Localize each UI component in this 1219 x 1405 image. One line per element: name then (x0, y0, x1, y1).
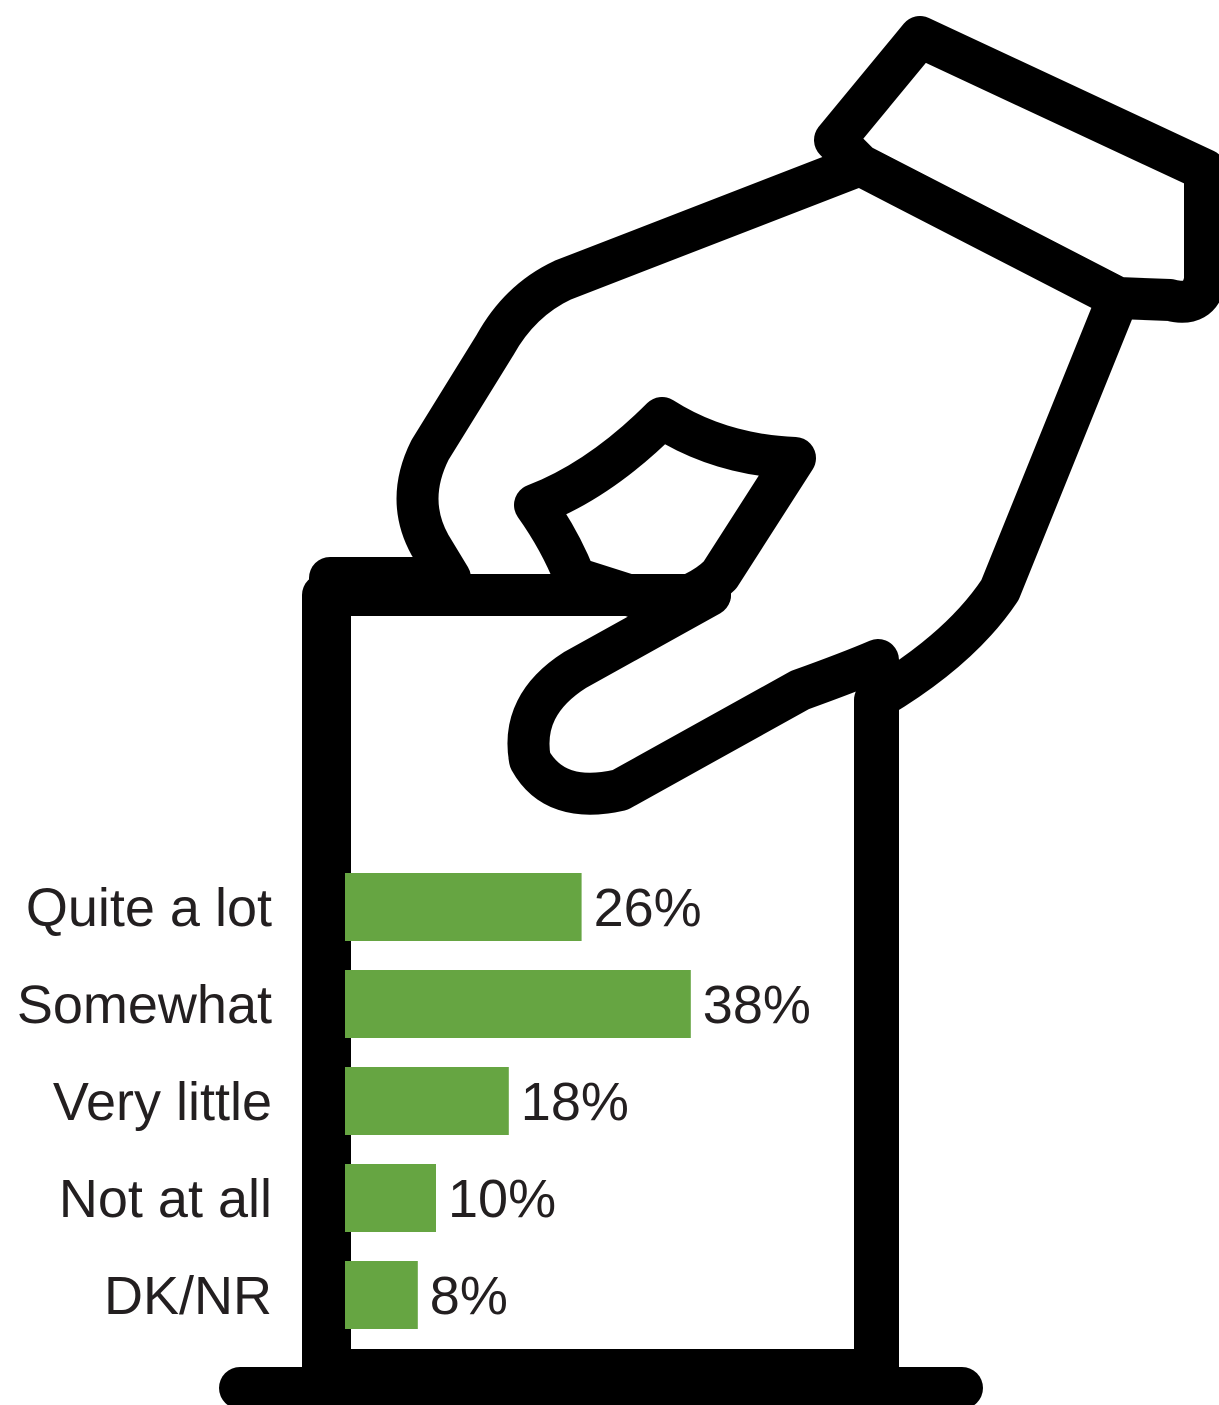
value-label: 38% (703, 975, 811, 1035)
value-label: 18% (521, 1072, 629, 1132)
value-label: 10% (448, 1169, 556, 1229)
category-label: Not at all (59, 1169, 272, 1229)
thumb-outline (514, 397, 816, 626)
category-label: Very little (53, 1072, 272, 1132)
bar-somewhat (345, 970, 691, 1038)
bar-quite-a-lot (345, 873, 582, 941)
bar-series (345, 873, 691, 1329)
finger-outline (507, 574, 899, 815)
category-labels: Quite a lot Somewhat Very little Not at all… (17, 878, 272, 1326)
hand-palm (309, 144, 1139, 1391)
bar-very-little (345, 1067, 509, 1135)
bar-dk-nr (345, 1261, 418, 1329)
value-labels: 26%38% 18% 10% 8% (430, 878, 811, 1326)
category-label: Quite a lot (26, 878, 272, 938)
hand-casting-ballot-icon (309, 16, 1219, 1391)
value-label: 8% (430, 1266, 508, 1326)
category-label: DK/NR (104, 1266, 272, 1326)
category-label: Somewhat (17, 975, 272, 1035)
ballot-box-icon (219, 574, 983, 1405)
bar-not-at-all (345, 1164, 436, 1232)
value-label: 26% (594, 878, 702, 938)
ballot-box-left-top (302, 574, 731, 1405)
